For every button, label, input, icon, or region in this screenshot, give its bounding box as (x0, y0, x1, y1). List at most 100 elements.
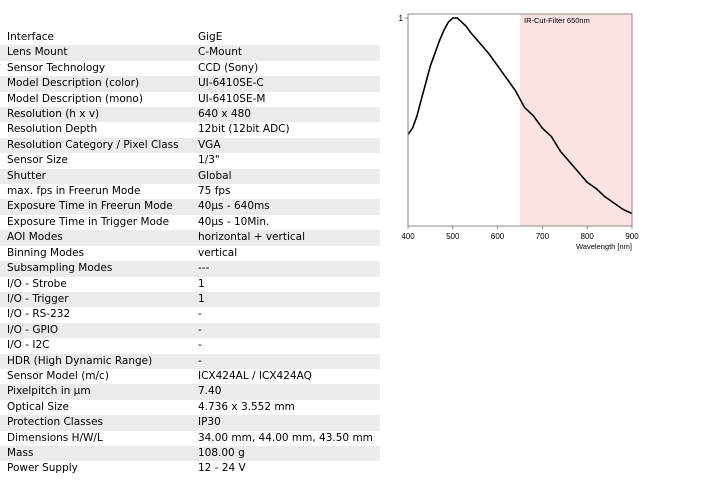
spec-value: VGA (190, 137, 380, 154)
spec-value: 40µs - 640ms (190, 199, 380, 215)
spec-value: - (198, 339, 202, 352)
x-tick-label: 900 (625, 232, 639, 241)
spec-value: --- (190, 261, 380, 277)
x-tick-label: 800 (581, 232, 595, 241)
spec-value: UI-6410SE-M (198, 92, 266, 105)
spec-value: 1 (198, 277, 205, 290)
spec-row: Resolution (h x v) 640 x 480 (0, 107, 380, 123)
spec-label: Resolution Depth (7, 123, 98, 136)
y-tick-label: 1 (399, 14, 404, 23)
spec-row: Binning Modes vertical (0, 246, 380, 261)
spec-row: AOI Modes horizontal + vertical (0, 230, 380, 246)
spec-row: Exposure Time in Trigger Mode 40µs - 10Mi… (0, 215, 380, 230)
spec-value: CCD (Sony) (198, 61, 259, 74)
spec-value: - (190, 353, 380, 369)
spec-label: Interface (7, 31, 55, 43)
spec-row: Power Supply 12 - 24 V (0, 461, 380, 476)
spec-row: HDR (High Dynamic Range) - (0, 353, 380, 369)
spec-label: I/O - GPIO (0, 322, 190, 339)
spec-label: Resolution (h x v) (0, 107, 190, 123)
spec-row: Resolution Category / Pixel Class VGA (0, 137, 380, 154)
spec-label: Subsampling Modes (0, 261, 190, 277)
spec-row: Dimensions H/W/L 34.00 mm, 44.00 mm, 43.5… (0, 431, 380, 446)
spec-label: Model Description (color) (0, 76, 190, 92)
spec-label: max. fps in Freerun Mode (7, 185, 141, 198)
spec-row: Interface GigE (0, 30, 380, 45)
spec-row: Model Description (color) UI-6410SE-C (0, 76, 380, 92)
spec-label: I/O - Trigger (0, 291, 190, 308)
spec-value: horizontal + vertical (190, 230, 380, 246)
spec-value: GigE (198, 31, 223, 43)
spec-value: UI-6410SE-C (190, 76, 380, 92)
spec-row: Sensor Model (m/c) ICX424AL / ICX424AQ (0, 369, 380, 384)
spec-label: Dimensions H/W/L (7, 431, 103, 444)
spec-label: I/O - RS-232 (7, 308, 71, 321)
spec-label: Protection Classes (0, 415, 190, 431)
spec-row: Exposure Time in Freerun Mode 40µs - 640m… (0, 199, 380, 215)
spec-value: 640 x 480 (190, 107, 380, 123)
spec-label: I/O - I2C (7, 339, 50, 352)
spec-value: 75 fps (198, 185, 231, 198)
y-axis-ticks: 1 (399, 14, 408, 23)
spec-table: Interface GigE Lens Mount C-Mount Sensor Tec… (0, 30, 380, 477)
ir-cut-filter-label: IR-Cut-Filter 650nm (524, 16, 590, 25)
x-tick-label: 500 (446, 232, 460, 241)
spec-value: 1 (190, 291, 380, 308)
spectral-response-chart: IR-Cut-Filter 650nm 400 500 600 700 800 900 1… (399, 13, 639, 251)
spec-label: Model Description (mono) (7, 92, 143, 105)
spec-row: Model Description (mono) UI-6410SE-M (0, 92, 380, 107)
spec-row: I/O - RS-232 - (0, 307, 380, 322)
spec-value: 4.736 x 3.552 mm (198, 400, 295, 413)
spec-label: Sensor Size (7, 154, 68, 167)
spec-value: 40µs - 10Min. (198, 215, 270, 228)
spec-value: IP30 (190, 415, 380, 431)
spec-value: 34.00 mm, 44.00 mm, 43.50 mm (198, 431, 373, 444)
x-axis-ticks: 400 500 600 700 800 900 (401, 226, 639, 241)
spec-row: Shutter Global (0, 168, 380, 185)
spec-value: ICX424AL / ICX424AQ (198, 369, 312, 382)
spec-label: Mass (0, 445, 190, 462)
spec-row: Optical Size 4.736 x 3.552 mm (0, 400, 380, 415)
spec-row: max. fps in Freerun Mode 75 fps (0, 184, 380, 199)
spec-row: I/O - Trigger 1 (0, 291, 380, 308)
spec-value: - (198, 308, 202, 321)
spec-label: Optical Size (7, 400, 69, 413)
spec-row: Lens Mount C-Mount (0, 45, 380, 61)
spec-label: AOI Modes (0, 230, 190, 246)
x-tick-label: 600 (491, 232, 505, 241)
ir-cut-filter-band (520, 14, 632, 226)
spec-row: I/O - Strobe 1 (0, 277, 380, 292)
spec-value: 12 - 24 V (198, 462, 246, 475)
spec-value: Global (190, 168, 380, 185)
spec-label: I/O - Strobe (7, 277, 67, 290)
spec-row: Resolution Depth 12bit (12bit ADC) (0, 122, 380, 137)
spec-label: Sensor Technology (7, 61, 106, 74)
spec-row: I/O - GPIO - (0, 322, 380, 339)
spec-label: Sensor Model (m/c) (7, 369, 109, 382)
spec-value: vertical (198, 246, 238, 259)
spec-value: 7.40 (190, 384, 380, 400)
x-axis-label: Wavelength [nm] (576, 242, 632, 251)
spectral-response-line (407, 17, 633, 215)
x-tick-label: 700 (536, 232, 550, 241)
spec-row: Sensor Size 1/3" (0, 153, 380, 168)
plot-frame (407, 13, 633, 227)
spec-row: Pixelpitch in µm 7.40 (0, 384, 380, 400)
spec-label: HDR (High Dynamic Range) (0, 353, 190, 369)
spec-label: Power Supply (7, 462, 78, 475)
spec-label: Binning Modes (7, 246, 85, 259)
spec-label: Exposure Time in Trigger Mode (7, 215, 170, 228)
spec-label: Resolution Category / Pixel Class (0, 137, 190, 154)
spec-value: 1/3" (198, 154, 220, 167)
spec-row: Subsampling Modes --- (0, 261, 380, 277)
x-tick-label: 400 (401, 232, 415, 241)
spec-row: Protection Classes IP30 (0, 415, 380, 431)
spec-label: Exposure Time in Freerun Mode (0, 199, 190, 215)
spec-label: Lens Mount (0, 45, 190, 61)
spec-row: Sensor Technology CCD (Sony) (0, 61, 380, 76)
spec-value: - (190, 322, 380, 339)
spec-row: I/O - I2C - (0, 338, 380, 353)
spec-label: Shutter (0, 168, 190, 185)
spec-value: 12bit (12bit ADC) (198, 123, 290, 136)
spec-value: C-Mount (190, 45, 380, 61)
